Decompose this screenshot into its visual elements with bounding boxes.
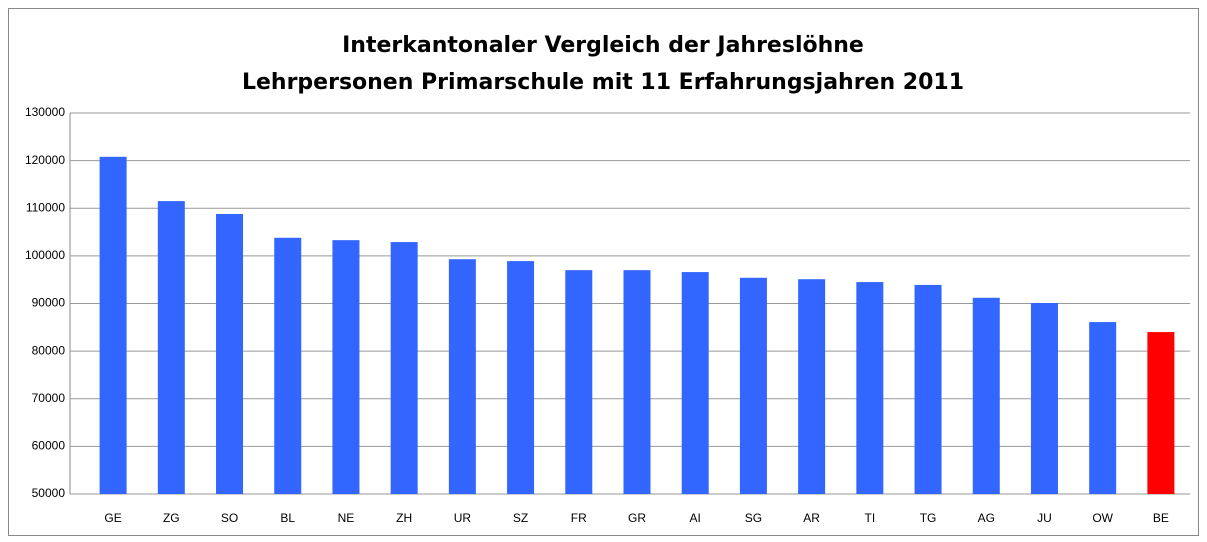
x-tick-label: FR bbox=[571, 511, 587, 525]
bar bbox=[565, 270, 593, 494]
y-tick-label: 120000 bbox=[25, 153, 65, 167]
y-tick-label: 130000 bbox=[25, 105, 65, 119]
x-tick-label: NE bbox=[338, 511, 355, 525]
y-tick-label: 50000 bbox=[32, 486, 66, 500]
bar bbox=[798, 279, 826, 494]
bar bbox=[1147, 332, 1175, 494]
x-tick-label: UR bbox=[454, 511, 472, 525]
x-tick-label: SG bbox=[745, 511, 762, 525]
y-tick-label: 70000 bbox=[32, 391, 66, 405]
x-tick-label: BE bbox=[1153, 511, 1169, 525]
x-tick-label: SZ bbox=[513, 511, 528, 525]
bar bbox=[1089, 322, 1117, 494]
bar bbox=[856, 282, 884, 494]
bar bbox=[216, 213, 244, 494]
x-tick-label: JU bbox=[1037, 511, 1052, 525]
bar bbox=[972, 297, 1000, 494]
bar bbox=[507, 261, 535, 494]
y-tick-label: 100000 bbox=[25, 248, 65, 262]
y-tick-label: 80000 bbox=[32, 343, 66, 357]
bar bbox=[681, 272, 709, 494]
bar bbox=[157, 201, 185, 494]
bar bbox=[390, 242, 418, 494]
x-tick-label: TG bbox=[920, 511, 937, 525]
chart-frame bbox=[8, 8, 1199, 536]
bar bbox=[623, 270, 651, 494]
bar bbox=[274, 237, 302, 494]
bar bbox=[914, 284, 942, 494]
x-tick-label: SO bbox=[221, 511, 238, 525]
x-tick-label: ZG bbox=[163, 511, 180, 525]
chart-title: Lehrpersonen Primarschule mit 11 Erfahru… bbox=[242, 70, 964, 95]
x-tick-label: AI bbox=[690, 511, 701, 525]
x-tick-label: ZH bbox=[396, 511, 412, 525]
chart-title: Interkantonaler Vergleich der Jahreslöhn… bbox=[342, 33, 864, 58]
bar bbox=[448, 259, 476, 494]
bar bbox=[739, 277, 767, 494]
x-tick-label: AR bbox=[803, 511, 820, 525]
x-tick-label: GE bbox=[104, 511, 121, 525]
bar bbox=[99, 156, 127, 494]
x-tick-label: TI bbox=[865, 511, 876, 525]
y-tick-label: 60000 bbox=[32, 439, 66, 453]
x-tick-label: BL bbox=[280, 511, 295, 525]
y-tick-label: 90000 bbox=[32, 296, 66, 310]
x-tick-label: OW bbox=[1092, 511, 1113, 525]
bar bbox=[1030, 303, 1058, 494]
x-tick-label: GR bbox=[628, 511, 646, 525]
y-tick-label: 110000 bbox=[26, 200, 65, 214]
x-tick-label: AG bbox=[978, 511, 995, 525]
bar bbox=[332, 240, 360, 494]
